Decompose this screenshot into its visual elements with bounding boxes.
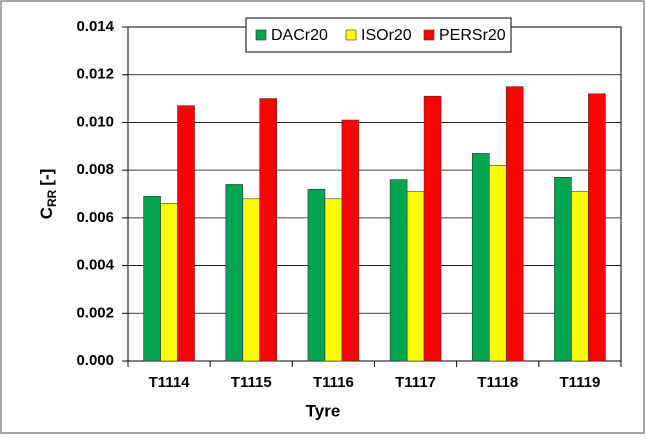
y-tick-label: 0.004 [76,257,114,274]
x-tick-label: T1115 [231,374,272,391]
legend-box [245,17,512,53]
bar [389,179,408,362]
bar [341,119,360,362]
legend-swatch [255,29,267,41]
bar [242,198,261,362]
y-tick-label: 0.006 [76,209,114,226]
bar [571,191,589,362]
legend-swatch [345,29,357,41]
y-tick-label: 0.000 [76,352,114,369]
legend-label: DACr20 [271,27,328,44]
legend-label: ISOr20 [361,27,412,44]
y-tick-label: 0.014 [76,18,114,35]
x-tick-label: T1116 [313,374,354,391]
bar [423,95,442,362]
bar [505,86,524,362]
bar [225,184,244,362]
bar [471,153,490,362]
x-tick-label: T1117 [395,374,436,391]
bar [406,191,425,362]
plot-area [127,26,622,362]
bar [324,198,343,362]
y-axis-title: CRR [-] [37,169,59,220]
y-tick-label: 0.010 [76,113,114,130]
bar [554,177,572,362]
y-tick-label: 0.002 [76,304,114,321]
bar [177,105,195,362]
legend-swatch [423,29,435,41]
y-tick-label: 0.008 [76,161,114,178]
y-axis-title-sub: RR [45,189,59,207]
bar [588,93,606,362]
bar [160,203,178,362]
x-axis-title: Tyre [306,401,341,420]
legend-label: PERSr20 [439,27,506,44]
bar [488,165,507,362]
bar [259,98,278,362]
y-axis-title-unit: [-] [37,169,56,186]
x-tick-label: T1119 [559,374,600,391]
bar [143,196,161,362]
x-tick-label: T1114 [149,374,191,391]
x-tick-label: T1118 [477,374,518,391]
y-axis-title-main: C [37,207,56,219]
y-tick-label: 0.012 [76,66,114,83]
bar [307,188,326,362]
